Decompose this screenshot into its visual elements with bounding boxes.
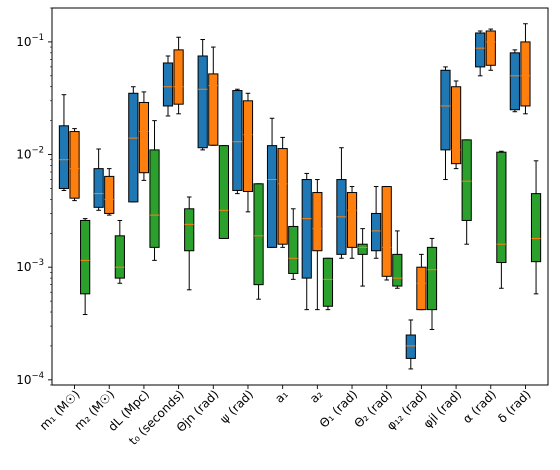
box-iqr [208,73,219,146]
box-orange [138,91,150,181]
box-iqr [253,183,264,286]
box-iqr [509,52,520,111]
box-orange [485,28,496,71]
box-iqr [312,192,323,252]
y-tick-label: 10−1 [16,33,44,49]
y-tick-label: 10−4 [16,371,44,387]
box-blue [336,147,347,259]
box-orange [242,92,254,213]
y-tick-label: 10−2 [16,146,44,162]
box-iqr [426,246,438,311]
box-iqr [357,243,368,255]
plot-area [58,23,542,370]
box-iqr [392,253,403,287]
box-green [357,228,368,287]
box-green [184,196,195,291]
box-blue [301,172,312,311]
box-iqr [242,100,254,192]
box-iqr [346,192,358,248]
box-orange [520,23,531,115]
box-iqr [371,212,382,252]
box-orange [104,168,115,216]
box-iqr [485,30,496,66]
box-iqr [475,32,486,68]
box-iqr [138,101,150,174]
box-iqr [322,257,334,307]
box-iqr [450,86,462,165]
box-iqr [69,131,80,199]
box-iqr [288,225,299,274]
box-iqr [58,125,70,189]
box-green [80,218,91,316]
y-tick-label: 10−3 [16,258,44,274]
box-blue [405,319,416,370]
box-iqr [197,55,208,149]
box-green [426,237,438,330]
box-orange [381,186,392,281]
box-orange [416,253,427,311]
box-orange [208,46,219,146]
box-green [461,139,472,245]
box-iqr [461,139,472,221]
box-iqr [266,145,278,248]
axes-frame [51,7,549,386]
box-blue [197,39,208,151]
box-iqr [184,208,195,252]
box-green [496,150,507,289]
box-iqr [301,179,312,279]
box-blue [162,55,174,117]
box-iqr [80,219,91,295]
box-iqr [530,193,542,263]
box-orange [69,128,80,202]
box-iqr [93,168,104,208]
box-iqr [277,148,288,245]
box-iqr [405,334,416,359]
box-blue [266,117,278,248]
box-iqr [162,62,174,107]
box-green [288,208,299,280]
box-green [114,219,125,284]
box-orange [450,80,462,170]
box-iqr [416,266,427,311]
box-blue [93,148,104,211]
box-blue [371,186,382,259]
box-iqr [104,175,115,214]
box-green [149,120,160,261]
box-blue [128,86,139,203]
box-iqr [496,151,507,264]
box-iqr [520,41,531,107]
box-iqr [114,235,125,279]
box-orange [277,136,288,248]
box-iqr [232,90,243,191]
box-green [530,160,542,295]
y-axis: 10−4 10−3 10−2 10−1 [16,7,52,387]
box-blue [509,49,520,113]
box-blue [475,30,486,77]
box-orange [312,179,323,311]
box-iqr [381,186,392,277]
box-blue [58,94,70,191]
box-iqr [149,149,160,248]
box-green [392,230,403,289]
box-green [322,257,334,311]
box-iqr [218,145,229,239]
box-iqr [173,49,184,105]
box-iqr [128,92,139,203]
box-iqr [440,69,451,151]
box-orange [173,36,184,115]
box-green [253,183,264,300]
box-green [218,145,229,239]
box-orange [346,186,358,259]
box-blue [440,66,451,181]
box-blue [232,88,243,195]
